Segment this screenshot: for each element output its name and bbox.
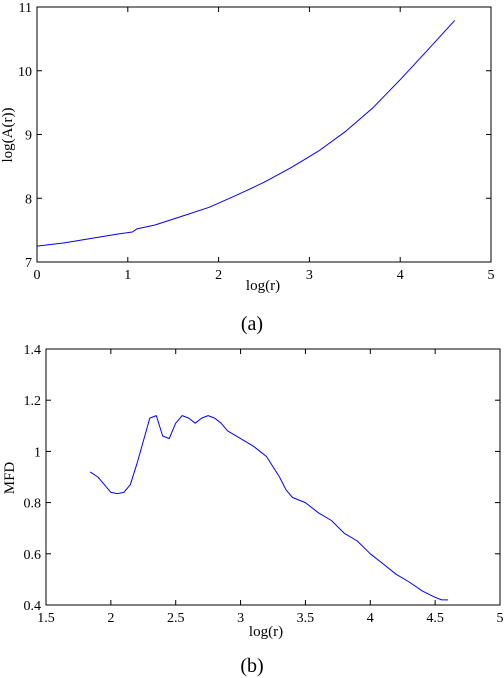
chart-b-y-tick-label: 1.2 <box>24 394 42 409</box>
chart-b-y-tick-label: 1 <box>34 445 41 460</box>
chart-a-x-tick-label: 0 <box>34 268 41 283</box>
chart-a-series-line <box>36 20 456 247</box>
chart-a-y-tick-label: 10 <box>18 65 32 80</box>
chart-a-x-tick-label: 1 <box>124 268 131 283</box>
chart-a: 0 1 2 3 4 5 7 8 9 10 11 log(r) log(A(r)) (a) <box>0 1 495 335</box>
chart-b-caption: (b) <box>240 655 263 677</box>
chart-a-y-axis-label: log(A(r)) <box>0 108 16 163</box>
chart-b-plot-frame <box>45 348 501 606</box>
chart-a-y-tick-label: 8 <box>25 192 32 207</box>
chart-b-x-tick-label: 3 <box>237 611 244 626</box>
chart-a-plot-frame <box>36 6 492 263</box>
chart-b-y-tick-label: 0.6 <box>24 548 42 563</box>
chart-a-y-tick-label: 9 <box>25 129 32 144</box>
chart-b-y-tick-label: 0.8 <box>24 497 42 512</box>
chart-a-x-axis-label: log(r) <box>246 278 280 294</box>
chart-b-y-axis-label: MFD <box>2 462 18 495</box>
chart-a-x-tick-label: 3 <box>306 268 313 283</box>
chart-a-x-tick-label: 5 <box>488 268 495 283</box>
chart-b-y-tick-label: 0.4 <box>24 599 42 614</box>
chart-a-caption: (a) <box>241 313 263 335</box>
chart-a-x-tick-label: 4 <box>397 268 404 283</box>
chart-b-x-tick-label: 3.5 <box>297 611 315 626</box>
chart-a-y-tick-label: 7 <box>25 256 32 271</box>
chart-b-x-axis-label: log(r) <box>249 624 283 640</box>
chart-a-x-tick-label: 2 <box>215 268 222 283</box>
chart-b-y-tick-label: 1.4 <box>24 343 42 358</box>
chart-b-x-tick-label: 4.5 <box>426 611 444 626</box>
chart-b-x-tick-label: 1.5 <box>37 611 55 626</box>
chart-b-x-tick-label: 2.5 <box>167 611 185 626</box>
chart-b-series-line <box>89 415 449 601</box>
chart-b: 1.5 2 2.5 3 3.5 4 4.5 5 0.4 0.6 0.8 1 1.2 1.4 log(r) MF… <box>2 343 504 677</box>
chart-b-x-tick-label: 2 <box>107 611 114 626</box>
chart-b-x-tick-label: 4 <box>367 611 374 626</box>
chart-b-x-tick-label: 5 <box>497 611 504 626</box>
chart-a-y-tick-label: 11 <box>19 1 32 16</box>
